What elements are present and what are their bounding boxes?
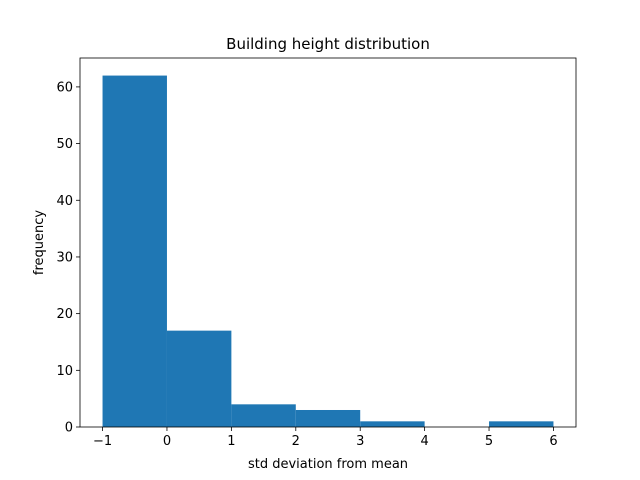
x-axis: −1 0 1 2 3 4 5 6 [93, 427, 558, 449]
histogram-bar [103, 76, 167, 427]
x-tick-label: 6 [549, 434, 557, 449]
x-tick-label: 4 [420, 434, 428, 449]
x-tick-label: 3 [356, 434, 364, 449]
histogram-bar [360, 421, 424, 427]
bars [103, 76, 554, 427]
y-axis-title: frequency [32, 210, 47, 276]
histogram-bar [167, 331, 231, 427]
histogram-bar [489, 421, 553, 427]
histogram-bar [296, 410, 360, 427]
y-tick-label: 30 [56, 250, 73, 265]
y-tick-label: 0 [65, 421, 73, 436]
chart-title: Building height distribution [226, 35, 430, 53]
y-tick-label: 10 [56, 364, 73, 379]
y-tick-label: 50 [56, 137, 73, 152]
x-tick-label: 5 [485, 434, 493, 449]
y-tick-label: 40 [56, 194, 73, 209]
y-tick-label: 20 [56, 307, 73, 322]
x-tick-label: 2 [292, 434, 300, 449]
y-axis: 0 10 20 30 40 50 60 [56, 80, 80, 435]
y-tick-label: 60 [56, 80, 73, 95]
histogram-bar [231, 404, 295, 427]
x-axis-title: std deviation from mean [248, 457, 408, 472]
x-tick-label: −1 [93, 434, 112, 449]
x-tick-label: 0 [163, 434, 171, 449]
x-tick-label: 1 [227, 434, 235, 449]
